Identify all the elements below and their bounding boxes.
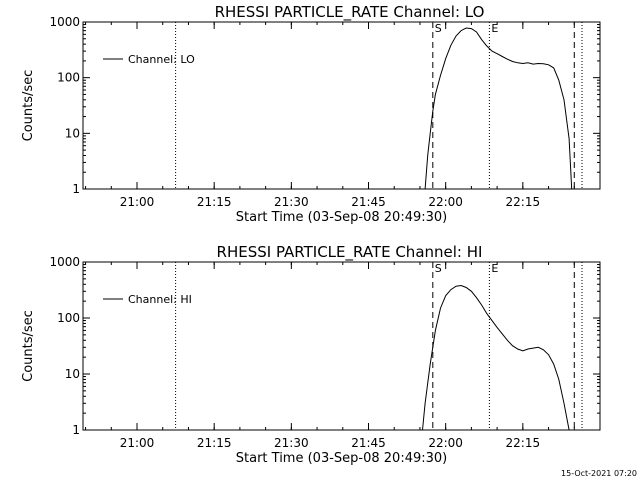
panel1-x-axis-label: Start Time (03-Sep-08 20:49:30) bbox=[236, 210, 447, 225]
panel2-y-axis-label: Counts/sec bbox=[21, 310, 36, 382]
panel1-legend-label: Channel: LO bbox=[128, 53, 195, 66]
panel1-x-tick-label: 21:45 bbox=[351, 195, 386, 209]
panel2-x-tick-label: 21:30 bbox=[274, 436, 309, 450]
panel1-chart-title: RHESSI PARTICLE_RATE Channel: LO bbox=[215, 3, 485, 22]
panel2-x-tick-label: 21:45 bbox=[351, 436, 386, 450]
panel1-marker-label-s: S bbox=[435, 22, 442, 35]
panel2-legend-label: Channel: HI bbox=[128, 293, 192, 306]
panel1-x-tick-label: 21:30 bbox=[274, 195, 309, 209]
panel2-y-tick-label: 1000 bbox=[49, 255, 80, 269]
panel1-y-tick-label: 1000 bbox=[49, 15, 80, 29]
panel1-y-tick-label: 10 bbox=[65, 126, 80, 140]
panel1-x-tick-label: 21:15 bbox=[197, 195, 232, 209]
panel2-y-tick-label: 100 bbox=[57, 311, 80, 325]
panel2-x-tick-label: 22:15 bbox=[506, 436, 541, 450]
panel1-y-tick-label: 1 bbox=[72, 182, 80, 196]
panel1-x-tick-label: 21:00 bbox=[120, 195, 155, 209]
panel1-x-tick-label: 22:15 bbox=[506, 195, 541, 209]
panel2-series-line bbox=[422, 284, 570, 431]
panel1-plot-frame bbox=[82, 21, 601, 190]
panel2-x-tick-label: 22:00 bbox=[428, 436, 463, 450]
footer-timestamp: 15-Oct-2021 07:20 bbox=[561, 469, 637, 478]
panel1-y-axis-label: Counts/sec bbox=[21, 70, 36, 142]
panel2-marker-label-s: S bbox=[435, 262, 442, 275]
panel1-x-tick-label: 22:00 bbox=[428, 195, 463, 209]
panel2-y-tick-label: 1 bbox=[72, 423, 80, 437]
panel2-plot-frame bbox=[82, 261, 601, 431]
panel1-y-tick-label: 100 bbox=[57, 71, 80, 85]
panel2-y-tick-label: 10 bbox=[65, 367, 80, 381]
panel1-series-line bbox=[424, 27, 573, 190]
panel2-x-tick-label: 21:00 bbox=[120, 436, 155, 450]
panel1-marker-label-e: E bbox=[491, 22, 498, 35]
panel2-x-axis-label: Start Time (03-Sep-08 20:49:30) bbox=[236, 451, 447, 466]
panel2-chart-title: RHESSI PARTICLE_RATE Channel: HI bbox=[217, 243, 483, 262]
panel2-x-tick-label: 21:15 bbox=[197, 436, 232, 450]
panel2-marker-label-e: E bbox=[491, 262, 498, 275]
